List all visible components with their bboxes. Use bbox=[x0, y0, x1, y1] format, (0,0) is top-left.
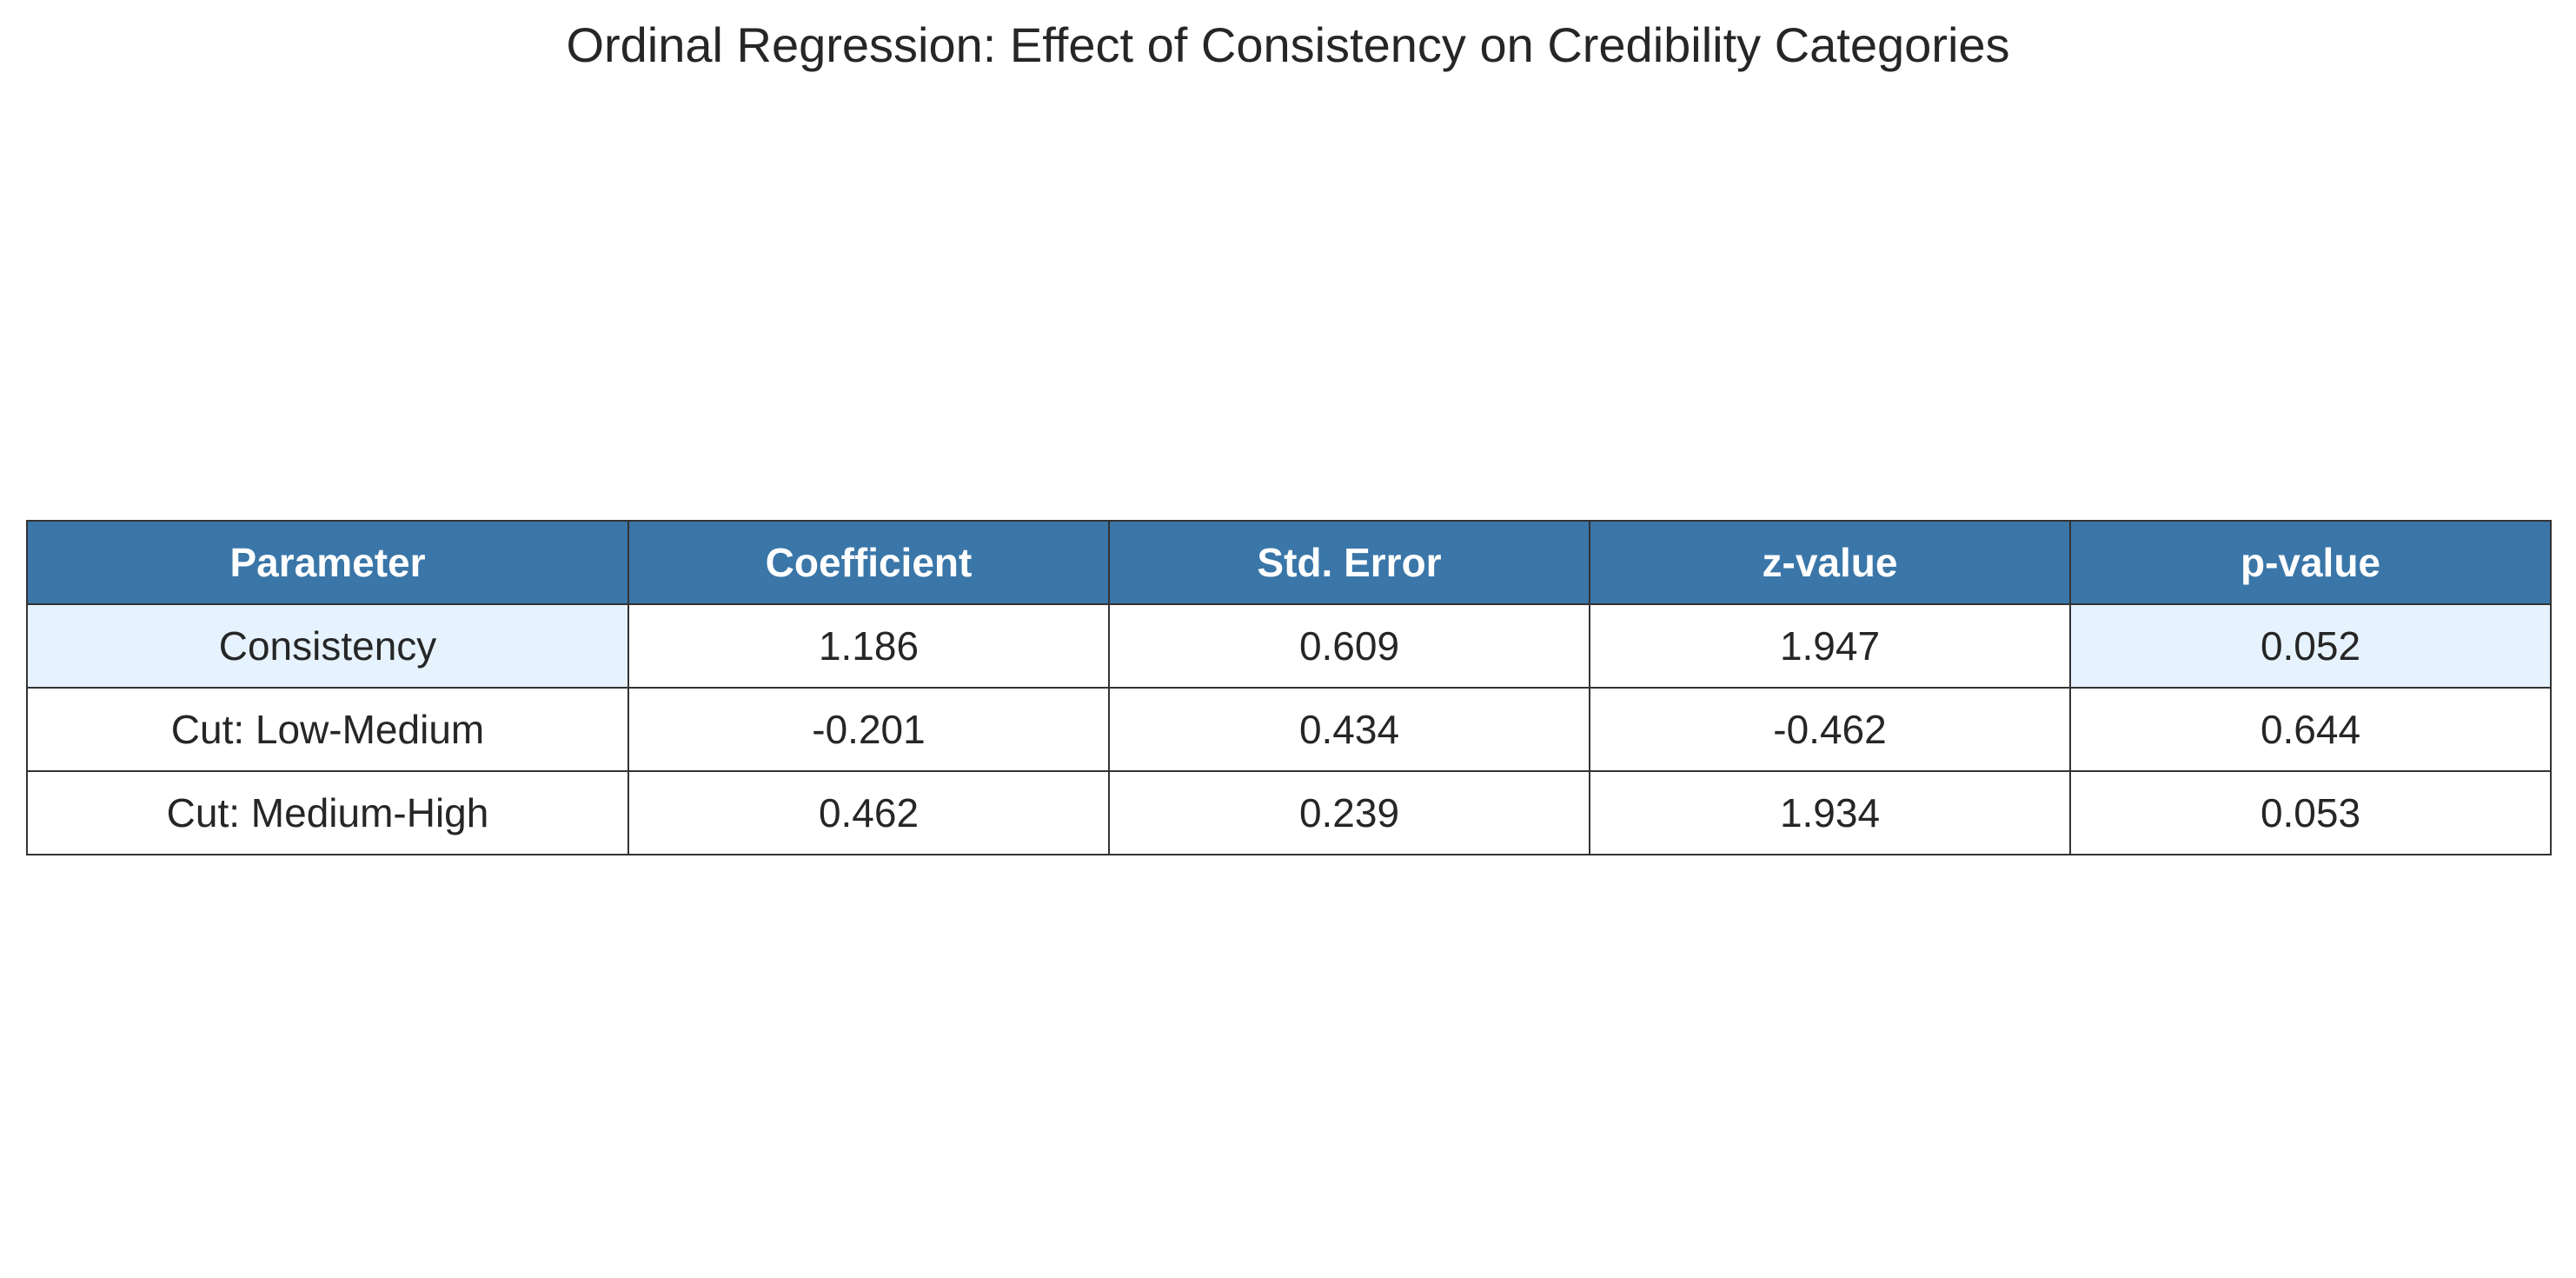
regression-results-table: Parameter Coefficient Std. Error z-value… bbox=[26, 520, 2552, 855]
table-header-row: Parameter Coefficient Std. Error z-value… bbox=[26, 520, 2552, 605]
cell-parameter: Cut: Medium-High bbox=[26, 770, 629, 855]
header-z-value: z-value bbox=[1589, 520, 2071, 605]
cell-coefficient: -0.201 bbox=[627, 687, 1110, 772]
cell-z-value: -0.462 bbox=[1589, 687, 2071, 772]
table-row: Consistency 1.186 0.609 1.947 0.052 bbox=[26, 603, 2552, 689]
cell-std-error: 0.609 bbox=[1108, 603, 1590, 689]
header-p-value: p-value bbox=[2069, 520, 2552, 605]
cell-z-value: 1.934 bbox=[1589, 770, 2071, 855]
cell-coefficient: 0.462 bbox=[627, 770, 1110, 855]
header-std-error: Std. Error bbox=[1108, 520, 1590, 605]
cell-p-value: 0.053 bbox=[2069, 770, 2552, 855]
header-parameter: Parameter bbox=[26, 520, 629, 605]
chart-title: Ordinal Regression: Effect of Consistenc… bbox=[566, 17, 2010, 72]
table-row: Cut: Medium-High 0.462 0.239 1.934 0.053 bbox=[26, 770, 2552, 855]
cell-z-value: 1.947 bbox=[1589, 603, 2071, 689]
cell-std-error: 0.239 bbox=[1108, 770, 1590, 855]
cell-parameter: Consistency bbox=[26, 603, 629, 689]
cell-p-value: 0.644 bbox=[2069, 687, 2552, 772]
cell-p-value: 0.052 bbox=[2069, 603, 2552, 689]
cell-parameter: Cut: Low-Medium bbox=[26, 687, 629, 772]
header-coefficient: Coefficient bbox=[627, 520, 1110, 605]
cell-coefficient: 1.186 bbox=[627, 603, 1110, 689]
cell-std-error: 0.434 bbox=[1108, 687, 1590, 772]
table-row: Cut: Low-Medium -0.201 0.434 -0.462 0.64… bbox=[26, 687, 2552, 772]
